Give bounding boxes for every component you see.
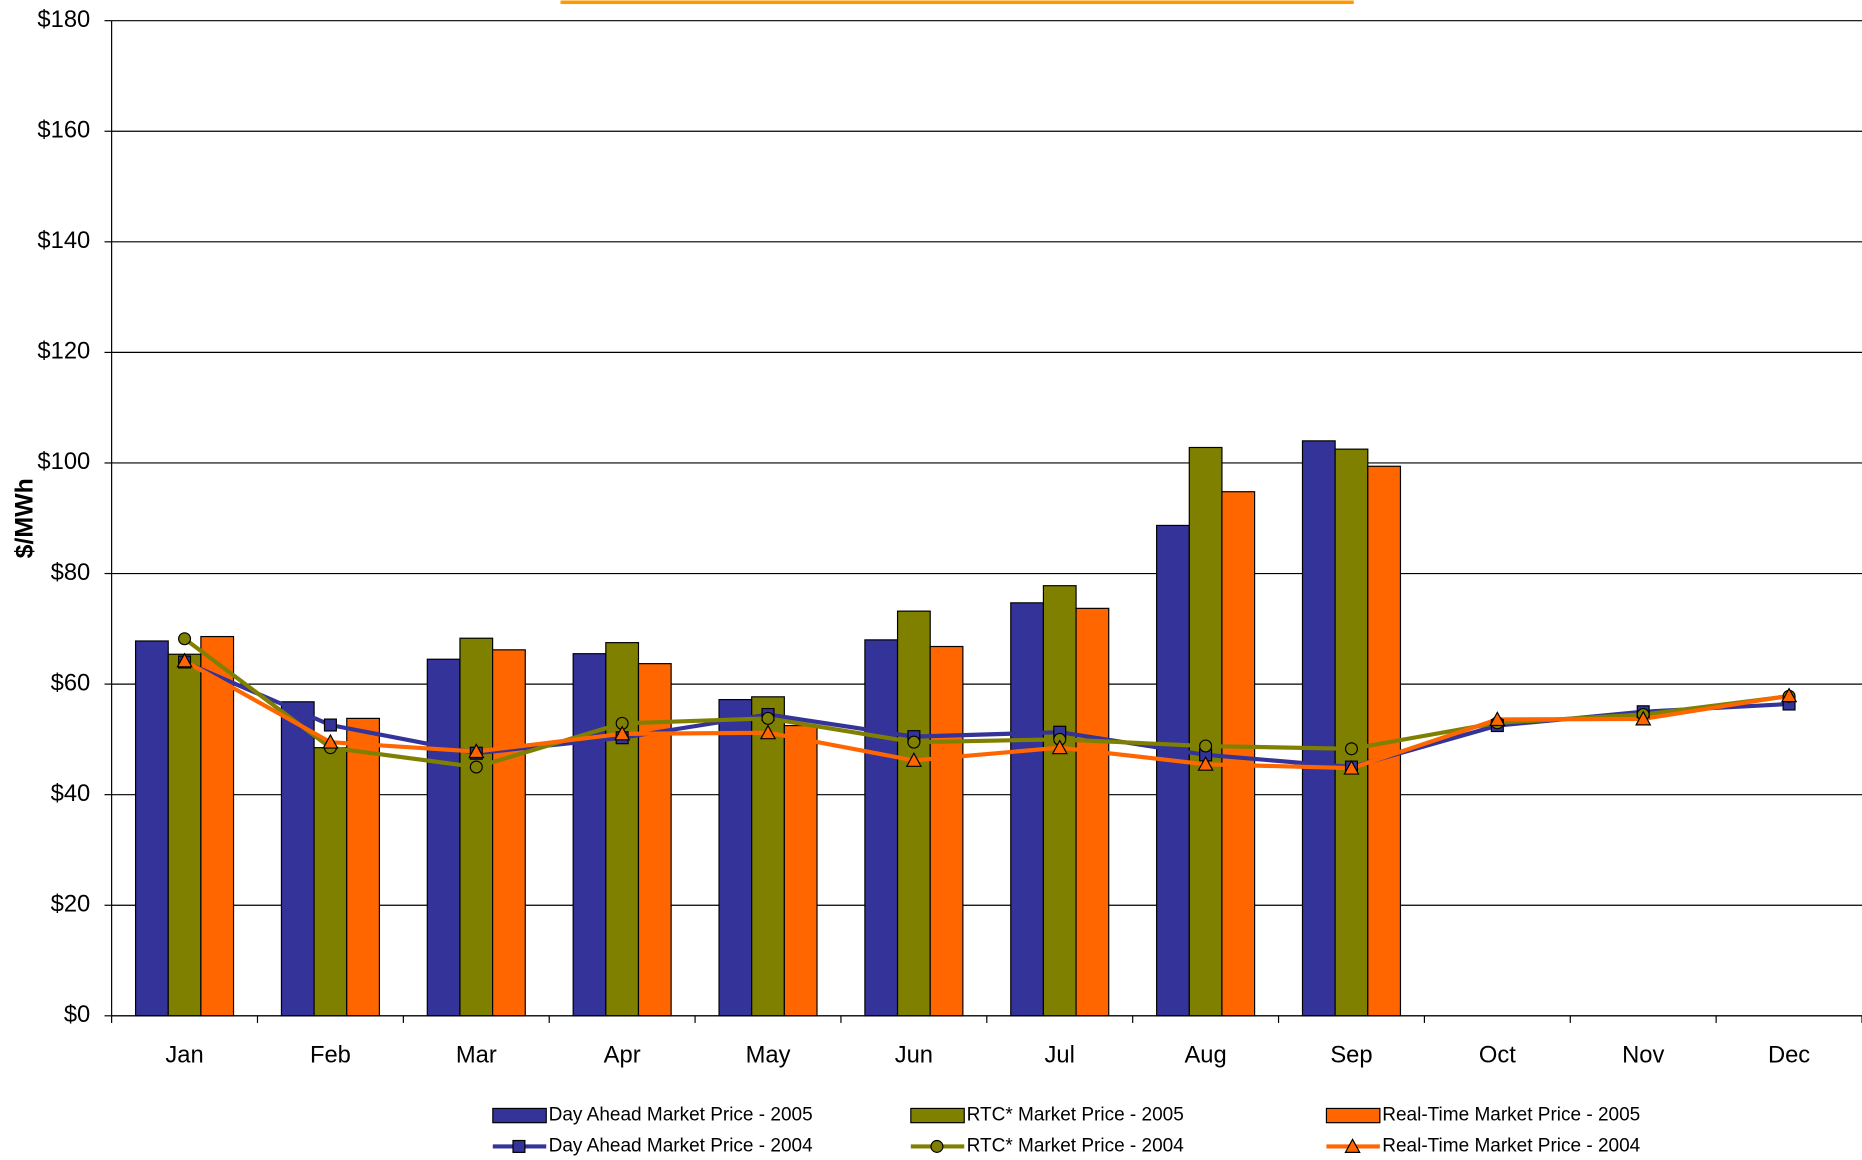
- marker: [469, 760, 483, 774]
- bar: [751, 696, 785, 1017]
- marker: [930, 1139, 944, 1153]
- legend-swatch: [492, 1107, 547, 1124]
- x-tick-label: Oct: [1479, 1041, 1516, 1068]
- legend-label: Day Ahead Market Price - 2004: [549, 1135, 813, 1156]
- legend-swatch: [910, 1107, 965, 1124]
- marker: [1344, 742, 1359, 756]
- marker: [1780, 687, 1798, 703]
- bar: [459, 637, 494, 1017]
- marker: [1199, 739, 1213, 753]
- bar: [1156, 524, 1190, 1017]
- bar: [492, 649, 526, 1017]
- marker: [322, 733, 339, 749]
- bar: [280, 701, 315, 1017]
- marker: [1635, 710, 1652, 726]
- y-tick-label: $20: [51, 891, 91, 918]
- marker: [1344, 1138, 1361, 1153]
- legend-label: RTC* Market Price - 2005: [967, 1105, 1184, 1126]
- bar: [637, 663, 672, 1017]
- bar: [718, 698, 753, 1017]
- bar: [426, 658, 461, 1017]
- x-tick-label: Jan: [165, 1041, 203, 1068]
- bar: [572, 653, 607, 1017]
- bar: [605, 642, 640, 1017]
- marker: [323, 718, 337, 732]
- line: [183, 659, 1790, 771]
- header-bar: [560, 0, 1354, 5]
- bar: [1042, 585, 1077, 1017]
- legend-label: RTC* Market Price - 2004: [967, 1135, 1185, 1156]
- marker: [178, 632, 192, 646]
- marker: [905, 752, 923, 767]
- x-tick-label: Mar: [456, 1041, 497, 1068]
- bar: [313, 747, 348, 1017]
- x-tick-label: May: [746, 1041, 791, 1068]
- y-tick-label: $180: [37, 6, 90, 33]
- y-tick-label: $60: [51, 669, 91, 696]
- y-tick-label: $40: [51, 780, 91, 807]
- x-tick-label: Nov: [1622, 1041, 1664, 1068]
- bar: [200, 635, 235, 1017]
- y-tick-label: $120: [37, 338, 90, 365]
- y-tick-label: $160: [37, 117, 90, 144]
- x-tick-label: Jul: [1045, 1041, 1075, 1068]
- x-tick-label: Sep: [1330, 1041, 1372, 1068]
- legend-swatch: [1325, 1107, 1381, 1124]
- x-tick-label: Feb: [310, 1041, 351, 1068]
- marker: [1197, 755, 1214, 771]
- marker: [1051, 739, 1068, 755]
- bar: [864, 639, 899, 1017]
- bar: [783, 724, 818, 1017]
- x-tick-label: Dec: [1768, 1041, 1810, 1068]
- bar: [346, 717, 380, 1017]
- x-tick-label: Jun: [895, 1041, 933, 1068]
- bar: [896, 610, 931, 1017]
- marker: [1489, 711, 1506, 727]
- x-tick-label: Apr: [604, 1041, 641, 1068]
- y-tick-label: $140: [37, 227, 90, 254]
- y-tick-label: $100: [37, 448, 90, 475]
- y-tick-label: $0: [64, 1001, 90, 1028]
- marker: [907, 735, 921, 749]
- legend-label: Real-Time Market Price - 2004: [1382, 1135, 1640, 1156]
- marker: [512, 1139, 526, 1153]
- line: [183, 660, 1790, 770]
- legend-label: Day Ahead Market Price - 2005: [549, 1105, 813, 1126]
- y-axis-label: $/MWh: [11, 478, 39, 558]
- marker: [761, 711, 775, 725]
- marker: [759, 724, 777, 740]
- bar: [1075, 607, 1110, 1017]
- bar: [1301, 440, 1336, 1017]
- bar: [1188, 446, 1223, 1017]
- bar: [929, 645, 964, 1017]
- marker: [468, 743, 485, 759]
- bar: [1334, 448, 1369, 1017]
- bar: [1010, 602, 1045, 1017]
- x-tick-label: Aug: [1184, 1041, 1226, 1068]
- bar: [1221, 491, 1256, 1017]
- marker: [1343, 759, 1360, 775]
- bar: [134, 640, 169, 1017]
- legend-label: Real-Time Market Price - 2005: [1382, 1105, 1640, 1126]
- marker: [614, 725, 631, 741]
- bar: [167, 653, 202, 1017]
- marker: [176, 652, 193, 668]
- y-tick-label: $80: [51, 559, 91, 586]
